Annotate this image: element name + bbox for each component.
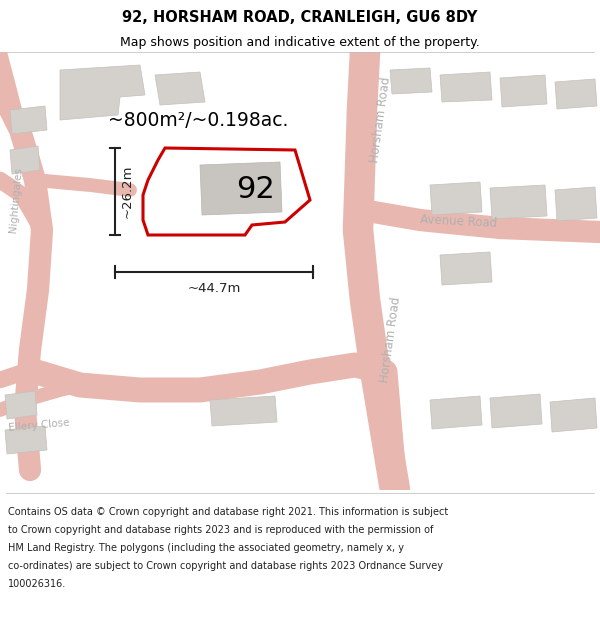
- Text: Contains OS data © Crown copyright and database right 2021. This information is : Contains OS data © Crown copyright and d…: [8, 507, 448, 517]
- Polygon shape: [440, 72, 492, 102]
- Polygon shape: [10, 106, 47, 134]
- Text: ~800m²/~0.198ac.: ~800m²/~0.198ac.: [108, 111, 289, 129]
- Polygon shape: [10, 146, 40, 174]
- Text: Avenue Road: Avenue Road: [420, 214, 497, 231]
- Polygon shape: [490, 185, 547, 219]
- Polygon shape: [60, 65, 145, 120]
- Text: to Crown copyright and database rights 2023 and is reproduced with the permissio: to Crown copyright and database rights 2…: [8, 525, 433, 535]
- Text: HM Land Registry. The polygons (including the associated geometry, namely x, y: HM Land Registry. The polygons (includin…: [8, 543, 404, 553]
- Polygon shape: [200, 162, 282, 215]
- Text: co-ordinates) are subject to Crown copyright and database rights 2023 Ordnance S: co-ordinates) are subject to Crown copyr…: [8, 561, 443, 571]
- Polygon shape: [440, 252, 492, 285]
- Polygon shape: [555, 187, 597, 221]
- Text: Nightingales: Nightingales: [8, 167, 23, 233]
- Polygon shape: [430, 182, 482, 215]
- Polygon shape: [390, 68, 432, 94]
- Polygon shape: [555, 79, 597, 109]
- Text: 92, HORSHAM ROAD, CRANLEIGH, GU6 8DY: 92, HORSHAM ROAD, CRANLEIGH, GU6 8DY: [122, 11, 478, 26]
- Polygon shape: [210, 396, 277, 426]
- Text: 92: 92: [236, 176, 274, 204]
- Polygon shape: [500, 75, 547, 107]
- Text: Horsham Road: Horsham Road: [368, 76, 393, 164]
- Polygon shape: [143, 148, 310, 235]
- Polygon shape: [5, 426, 47, 454]
- Text: Ellery Close: Ellery Close: [8, 418, 70, 432]
- Polygon shape: [550, 398, 597, 432]
- Text: ~44.7m: ~44.7m: [187, 282, 241, 295]
- Text: 100026316.: 100026316.: [8, 579, 66, 589]
- Text: ~26.2m: ~26.2m: [121, 165, 134, 218]
- Polygon shape: [5, 391, 37, 419]
- Text: Map shows position and indicative extent of the property.: Map shows position and indicative extent…: [120, 36, 480, 49]
- Text: Horsham Road: Horsham Road: [378, 296, 403, 384]
- Polygon shape: [490, 394, 542, 428]
- Polygon shape: [155, 72, 205, 105]
- Polygon shape: [430, 396, 482, 429]
